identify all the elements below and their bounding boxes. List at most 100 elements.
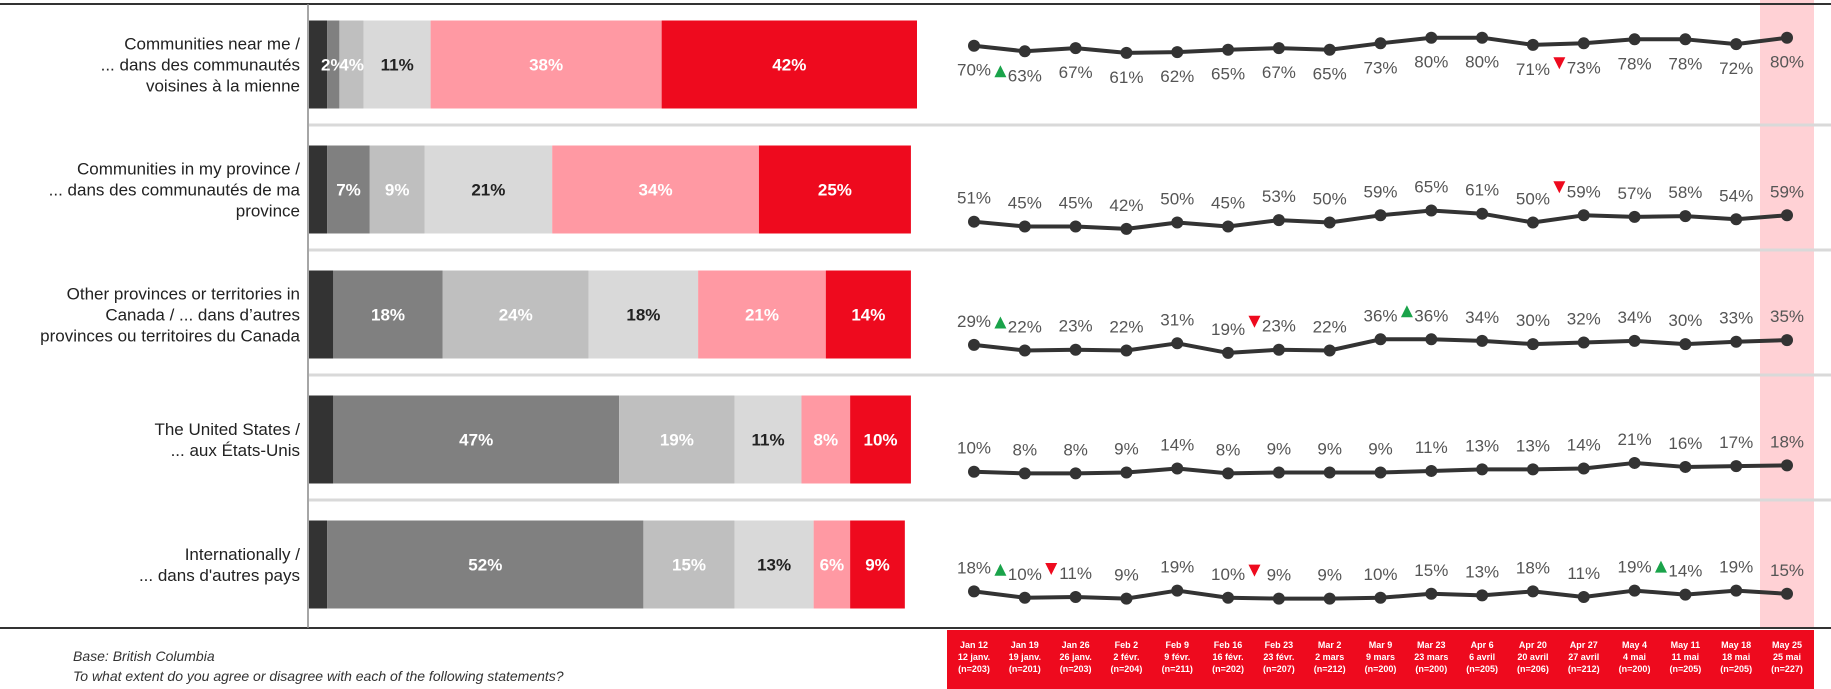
category-label: The United States / bbox=[154, 420, 300, 439]
data-point bbox=[1577, 336, 1590, 349]
data-point bbox=[1476, 207, 1489, 220]
data-point bbox=[968, 338, 980, 351]
bar-segment bbox=[339, 20, 364, 109]
point-label: 15% bbox=[1414, 561, 1448, 580]
point-label: 45% bbox=[1059, 193, 1093, 212]
data-point bbox=[1323, 43, 1336, 56]
data-point bbox=[1577, 462, 1590, 475]
category-label: ... dans des communautés bbox=[101, 56, 300, 75]
date-tick-label: 20 avril bbox=[1517, 652, 1548, 662]
date-tick-label: 11 mai bbox=[1672, 652, 1700, 662]
data-point bbox=[1069, 220, 1082, 233]
bar-segment bbox=[327, 520, 644, 609]
bar-segment bbox=[661, 20, 917, 109]
data-point bbox=[1781, 31, 1793, 44]
date-tick-label: 9 févr. bbox=[1164, 652, 1190, 662]
point-label: 35% bbox=[1770, 307, 1804, 326]
date-tick-label: Apr 20 bbox=[1519, 640, 1547, 650]
date-tick-label: (n=206) bbox=[1517, 664, 1549, 674]
date-tick-label: Jan 12 bbox=[960, 640, 988, 650]
point-label: 11% bbox=[1415, 438, 1448, 457]
date-tick-label: Mar 23 bbox=[1417, 640, 1446, 650]
date-axis-bar bbox=[947, 630, 1814, 689]
point-label: 50% bbox=[1313, 189, 1347, 208]
bar-value-label: 6% bbox=[820, 556, 845, 575]
bar-segment bbox=[309, 20, 328, 109]
data-point bbox=[1374, 466, 1387, 479]
point-label: 58% bbox=[1668, 183, 1702, 202]
point-label: 80% bbox=[1770, 53, 1804, 72]
point-label: 18% bbox=[957, 558, 991, 577]
bar-value-label: 10% bbox=[864, 431, 898, 450]
bar-value-label: 21% bbox=[745, 306, 779, 325]
data-point bbox=[1679, 338, 1692, 351]
bar-segment bbox=[430, 20, 662, 109]
date-tick-label: (n=200) bbox=[1415, 664, 1447, 674]
point-label: 8% bbox=[1013, 440, 1038, 459]
up-arrow-icon bbox=[1654, 560, 1667, 573]
bar-segment bbox=[850, 395, 911, 484]
category-label: Internationally / bbox=[185, 545, 301, 564]
data-point bbox=[1781, 587, 1793, 600]
point-label: 9% bbox=[1317, 566, 1342, 585]
data-point bbox=[1781, 334, 1793, 347]
data-point bbox=[1120, 592, 1133, 605]
date-tick-label: 19 janv. bbox=[1009, 652, 1041, 662]
data-point bbox=[1476, 31, 1489, 44]
bar-segment bbox=[813, 520, 851, 609]
date-tick-label: May 11 bbox=[1671, 640, 1701, 650]
point-label: 45% bbox=[1211, 193, 1245, 212]
date-tick-label: Jan 19 bbox=[1011, 640, 1039, 650]
bar-value-label: 9% bbox=[865, 556, 890, 575]
date-tick-label: 27 avril bbox=[1568, 652, 1599, 662]
data-point bbox=[1577, 590, 1590, 603]
point-label: 29% bbox=[957, 312, 991, 331]
data-point bbox=[1018, 591, 1031, 604]
point-label: 65% bbox=[1414, 177, 1448, 196]
data-point bbox=[1120, 222, 1133, 235]
data-point bbox=[1222, 43, 1235, 56]
date-tick-label: (n=203) bbox=[1060, 664, 1092, 674]
point-label: 9% bbox=[1267, 566, 1292, 585]
data-point bbox=[1323, 466, 1336, 479]
category-label: Communities near me / bbox=[124, 35, 300, 54]
base-note: Base: British Columbia bbox=[73, 648, 215, 664]
date-tick-label: 23 févr. bbox=[1263, 652, 1294, 662]
point-label: 19% bbox=[1160, 558, 1194, 577]
point-label: 53% bbox=[1262, 187, 1296, 206]
point-label: 71% bbox=[1516, 60, 1550, 79]
date-tick-label: (n=204) bbox=[1111, 664, 1143, 674]
data-point bbox=[1526, 38, 1539, 51]
data-point bbox=[1374, 333, 1387, 346]
date-tick-label: (n=211) bbox=[1162, 664, 1193, 674]
bar-value-label: 47% bbox=[459, 431, 493, 450]
point-label: 19% bbox=[1618, 558, 1652, 577]
data-point bbox=[1272, 466, 1285, 479]
date-tick-label: (n=200) bbox=[1365, 664, 1397, 674]
data-point bbox=[1425, 31, 1438, 44]
date-tick-label: 2 févr. bbox=[1113, 652, 1139, 662]
point-label: 13% bbox=[1465, 436, 1499, 455]
point-label: 10% bbox=[1211, 565, 1245, 584]
data-point bbox=[1628, 33, 1641, 46]
point-label: 10% bbox=[1008, 565, 1042, 584]
date-tick-label: 4 mai bbox=[1623, 652, 1646, 662]
date-tick-label: 18 mai bbox=[1722, 652, 1750, 662]
data-point bbox=[968, 465, 980, 478]
date-tick-label: (n=205) bbox=[1466, 664, 1498, 674]
point-label: 9% bbox=[1267, 440, 1292, 459]
point-label: 31% bbox=[1160, 310, 1194, 329]
point-label: 8% bbox=[1063, 440, 1088, 459]
bar-value-label: 18% bbox=[626, 306, 660, 325]
data-point bbox=[1222, 220, 1235, 233]
date-tick-label: 9 mars bbox=[1366, 652, 1395, 662]
point-label: 65% bbox=[1211, 65, 1245, 84]
point-label: 8% bbox=[1216, 440, 1241, 459]
bar-value-label: 21% bbox=[471, 181, 505, 200]
point-label: 61% bbox=[1109, 68, 1143, 87]
bar-value-label: 11% bbox=[751, 431, 784, 450]
date-tick-label: (n=205) bbox=[1669, 664, 1701, 674]
date-tick-label: (n=212) bbox=[1568, 664, 1600, 674]
bar-segment bbox=[758, 145, 911, 234]
